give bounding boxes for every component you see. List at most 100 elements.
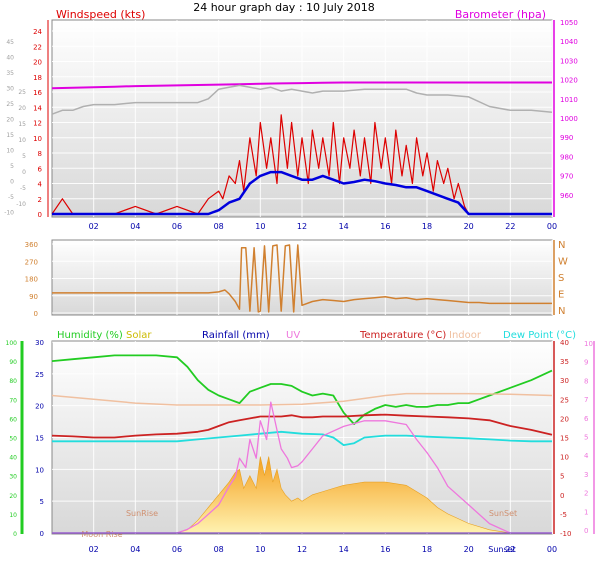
legend-entry: UV	[286, 330, 300, 341]
gust-tick-label: 15	[6, 132, 14, 139]
humidity-tick-label: 100	[6, 340, 18, 347]
baro-tick-label: 970	[560, 173, 573, 181]
temp-tick-label: 5	[22, 153, 26, 160]
gust-tick-label: 5	[10, 163, 14, 170]
rain-tick-label: 15	[35, 435, 44, 443]
temp-tick-label: 40	[560, 339, 569, 347]
rain-tick-label: 10	[35, 466, 44, 474]
temp-tick-label: -5	[560, 511, 567, 519]
gust-tick-label: 25	[6, 101, 14, 108]
uv-tick-label: 7	[584, 396, 588, 404]
gust-tick-label: 30	[6, 86, 14, 93]
temp-tick-label: -10	[560, 530, 571, 538]
wind-tick-label: 0	[38, 211, 42, 219]
temp-tick-label: 15	[18, 121, 26, 128]
rain-tick-label: 5	[40, 498, 44, 506]
x-tick-label: 02	[89, 222, 99, 231]
humidity-tick-label: 0	[13, 531, 17, 538]
uv-tick-label: 9	[584, 359, 588, 367]
legend-entry: Indoor	[449, 330, 482, 341]
uv-tick-label: 1	[584, 508, 588, 516]
uv-line	[52, 401, 552, 534]
gust-tick-label: -10	[4, 210, 14, 217]
temp-tick-label: 0	[22, 169, 26, 176]
uv-tick-label: 2	[584, 490, 588, 498]
dir-tick-label: 90	[29, 293, 38, 301]
compass-tick-label: W	[558, 257, 568, 268]
x-tick-label: 12	[297, 222, 307, 231]
chart-title: 24 hour graph day : 10 July 2018	[193, 1, 375, 14]
x-tick-label: 04	[130, 222, 140, 231]
uv-tick-label: 8	[584, 377, 588, 385]
x-tick-label: 16	[380, 545, 390, 554]
x-tick-label: 12	[297, 545, 307, 554]
wind-tick-label: 12	[33, 120, 42, 128]
humidity-tick-label: 80	[9, 378, 17, 385]
temp-tick-label: 25	[18, 89, 26, 96]
temp-tick-label: 0	[560, 492, 564, 500]
legend-entry: Humidity (%)	[57, 330, 123, 341]
gust-tick-label: 45	[6, 39, 14, 46]
uv-tick-label: 3	[584, 471, 588, 479]
wind-tick-label: 4	[38, 181, 43, 189]
humidity-tick-label: 20	[9, 493, 17, 500]
gust-tick-label: 35	[6, 70, 14, 77]
temperature-line	[51, 413, 553, 439]
x-tick-label: 20	[464, 545, 474, 554]
rain-tick-label: 25	[35, 371, 44, 379]
wind-tick-label: 14	[33, 104, 42, 112]
wind-tick-label: 24	[33, 28, 42, 36]
x-tick-label: 18	[422, 222, 432, 231]
wind-tick-label: 2	[38, 196, 42, 204]
dew-point-line	[52, 430, 552, 447]
wind-tick-label: 22	[33, 43, 42, 51]
x-tick-label: 14	[339, 545, 349, 554]
temp-tick-label: 15	[560, 435, 569, 443]
wind-tick-label: 10	[33, 135, 42, 143]
compass-tick-label: N	[558, 240, 565, 251]
temp-tick-label: 20	[18, 105, 26, 112]
sunset-label: SunSet	[489, 509, 517, 518]
baro-tick-label: 1000	[560, 115, 578, 123]
wind-direction-line	[52, 244, 552, 313]
uv-tick-label: 4	[584, 452, 589, 460]
baro-tick-label: 960	[560, 192, 573, 200]
x-tick-label: 14	[339, 222, 349, 231]
humidity-tick-label: 50	[9, 436, 17, 443]
x-tick-label: 10	[255, 222, 265, 231]
dir-tick-label: 0	[34, 310, 38, 318]
wind-speed-line	[51, 114, 552, 215]
baro-tick-label: 1050	[560, 19, 578, 27]
indoor-temp-line	[51, 392, 553, 406]
x-tick-label: 08	[214, 222, 224, 231]
x-tick-label: 18	[422, 545, 432, 554]
dir-tick-label: 180	[25, 276, 38, 284]
rain-tick-label: 30	[35, 339, 44, 347]
gust-tick-label: -5	[8, 194, 14, 201]
humidity-tick-label: 30	[9, 474, 17, 481]
x-tick-label: 06	[172, 545, 182, 554]
wind-tick-label: 16	[33, 89, 42, 97]
humidity-tick-label: 90	[9, 359, 17, 366]
temp-tick-label: 10	[18, 137, 26, 144]
legend-entry: Dew Point (°C)	[503, 330, 576, 341]
moonrise-label: Moon Rise	[81, 530, 122, 539]
sunset-axis-label: Sunset	[488, 545, 515, 554]
gust-tick-label: 10	[6, 148, 14, 155]
rain-tick-label: 20	[35, 403, 44, 411]
uv-tick-label: 0	[584, 527, 588, 535]
rain-tick-label: 0	[40, 530, 44, 538]
compass-tick-label: N	[558, 306, 565, 317]
x-tick-label: 10	[255, 545, 265, 554]
pressure-trace-line	[51, 84, 553, 115]
temp-tick-label: 25	[560, 396, 569, 404]
sunrise-label: SunRise	[126, 509, 158, 518]
legend-entry: Solar	[126, 330, 152, 341]
temp-tick-label: 20	[560, 415, 569, 423]
temp-tick-label: 35	[560, 358, 569, 366]
dir-tick-label: 360	[25, 241, 38, 249]
x-tick-label: 08	[214, 545, 224, 554]
gust-tick-label: 40	[6, 55, 14, 62]
compass-tick-label: E	[558, 290, 564, 301]
compass-tick-label: S	[558, 273, 564, 284]
